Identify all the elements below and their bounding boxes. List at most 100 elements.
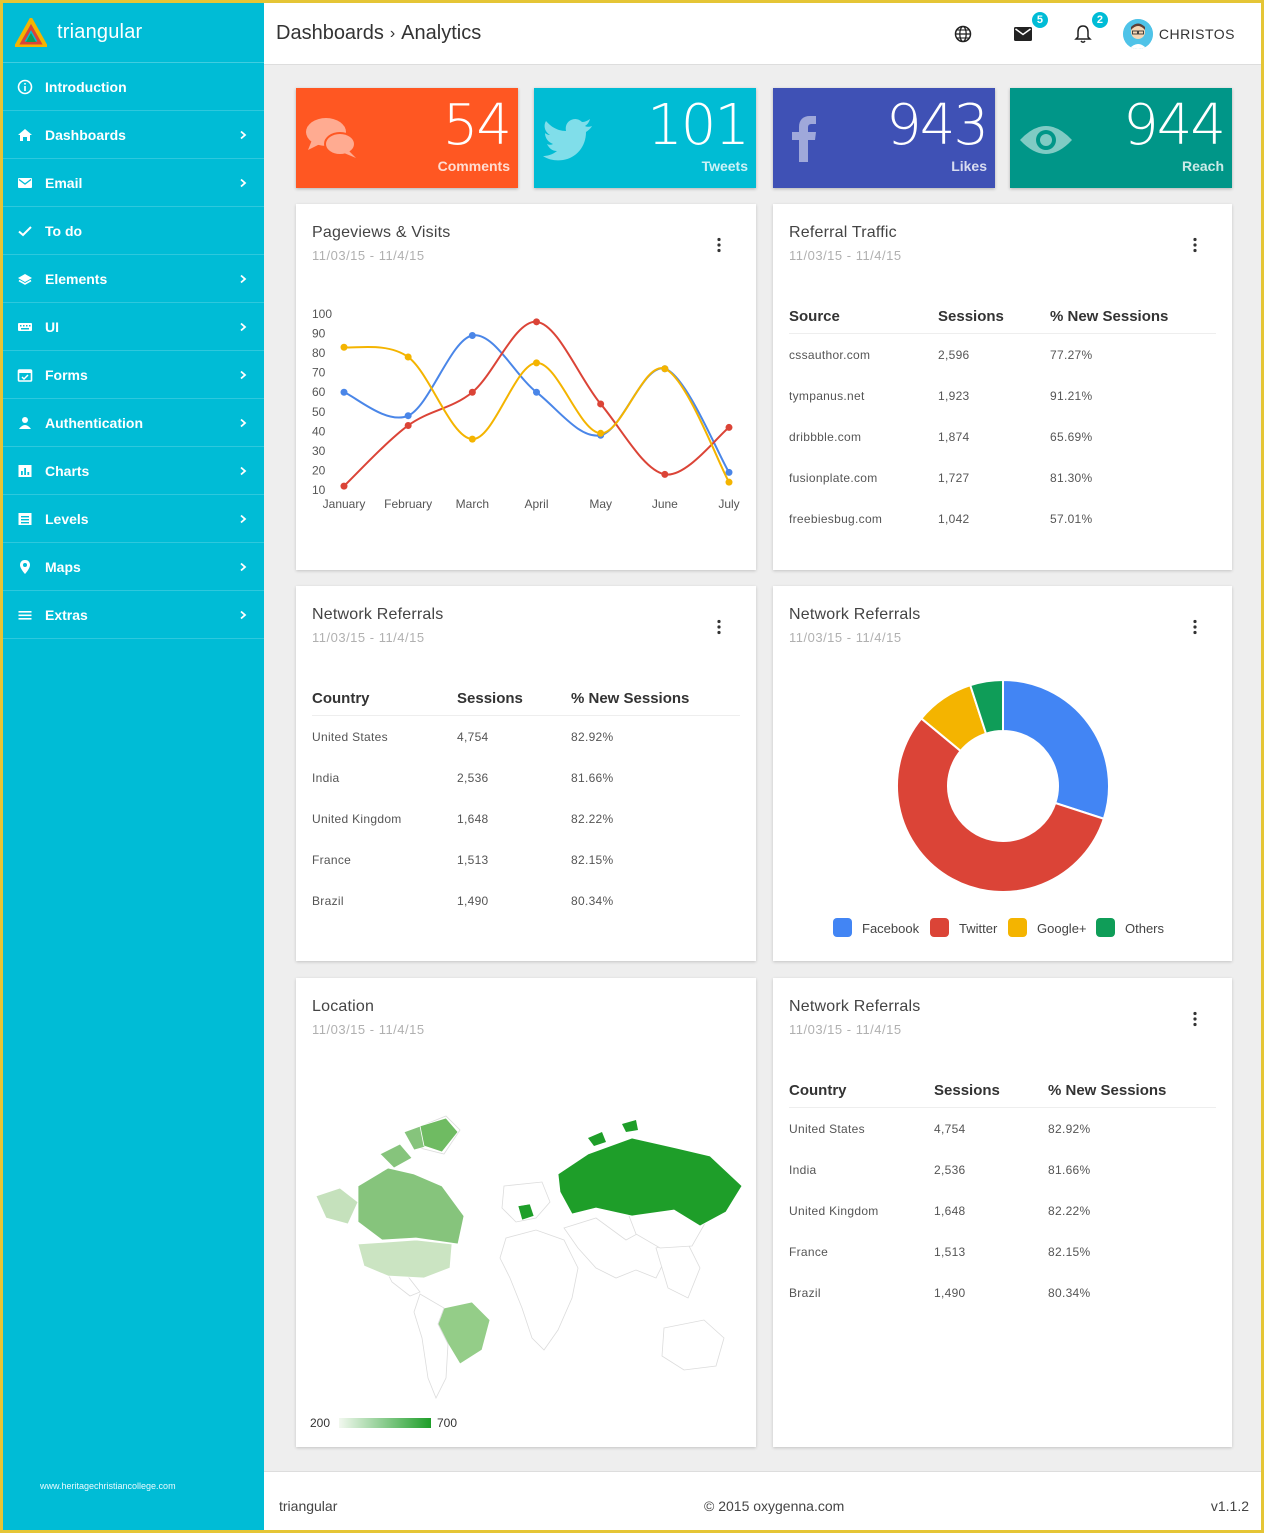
- table-cell: 82.22%: [571, 811, 614, 826]
- sidebar-item-label: Dashboards: [45, 126, 126, 143]
- data-point[interactable]: [340, 482, 348, 490]
- column-header[interactable]: Sessions: [938, 308, 1004, 325]
- sidebar-item-label: Authentication: [45, 414, 143, 431]
- more-vert-icon[interactable]: [716, 619, 722, 635]
- data-point[interactable]: [404, 353, 412, 361]
- sidebar-item-levels[interactable]: Levels: [3, 495, 264, 543]
- column-header[interactable]: Source: [789, 308, 840, 325]
- sidebar-item-elements[interactable]: Elements: [3, 255, 264, 303]
- stat-tile-comments[interactable]: 54 Comments: [296, 88, 518, 188]
- envelope-icon: [1013, 27, 1032, 41]
- stat-label: Reach: [1181, 158, 1224, 174]
- table-cell: 2,536: [934, 1162, 966, 1177]
- series-line-1: [343, 320, 730, 487]
- data-point[interactable]: [340, 343, 348, 351]
- column-header[interactable]: Sessions: [457, 690, 523, 707]
- legend-swatch: [833, 918, 852, 937]
- data-point[interactable]: [661, 470, 669, 478]
- data-point[interactable]: [468, 388, 476, 396]
- pie-slice-others[interactable]: [968, 678, 1004, 735]
- data-point[interactable]: [725, 478, 733, 486]
- sidebar-item-authentication[interactable]: Authentication: [3, 399, 264, 447]
- more-vert-icon[interactable]: [1192, 619, 1198, 635]
- data-point[interactable]: [597, 400, 605, 408]
- sidebar-item-dashboards[interactable]: Dashboards: [3, 111, 264, 159]
- data-point[interactable]: [661, 365, 669, 373]
- legend-label[interactable]: Others: [1125, 921, 1165, 936]
- language-button[interactable]: [951, 22, 975, 46]
- sidebar-item-extras[interactable]: Extras: [3, 591, 264, 639]
- card-date-range: 11/03/15 - 11/4/15: [312, 248, 425, 263]
- check-icon: [18, 225, 32, 236]
- series-line-0: [343, 334, 730, 473]
- notifications-button[interactable]: 2: [1071, 10, 1110, 46]
- column-header[interactable]: Sessions: [934, 1082, 1000, 1099]
- table-cell: cssauthor.com: [789, 347, 871, 362]
- sidebar-item-maps[interactable]: Maps: [3, 543, 264, 591]
- legend-label[interactable]: Twitter: [959, 921, 998, 936]
- pie-slice-twitter[interactable]: [896, 717, 1106, 893]
- sidebar-item-label: Charts: [45, 462, 90, 479]
- sidebar-item-label: To do: [45, 222, 83, 239]
- sidebar-item-email[interactable]: Email: [3, 159, 264, 207]
- column-header[interactable]: % New Sessions: [1050, 308, 1169, 325]
- data-point[interactable]: [404, 412, 412, 420]
- data-point[interactable]: [404, 421, 412, 429]
- stat-label: Comments: [437, 158, 510, 174]
- sidebar-item-ui[interactable]: UI: [3, 303, 264, 351]
- stat-tile-reach[interactable]: 944 Reach: [1010, 88, 1232, 188]
- legend-label[interactable]: Google+: [1037, 921, 1087, 936]
- card-title: Network Referrals: [789, 998, 921, 1015]
- data-point[interactable]: [725, 423, 733, 431]
- user-menu[interactable]: CHRISTOS: [1122, 19, 1235, 49]
- table-cell: 82.15%: [1048, 1244, 1091, 1259]
- breadcrumb-item-dashboards[interactable]: Dashboards: [276, 22, 384, 44]
- data-point[interactable]: [597, 429, 605, 437]
- sidebar-item-introduction[interactable]: Introduction: [3, 63, 264, 111]
- column-header[interactable]: Country: [312, 690, 370, 707]
- table-cell: Brazil: [312, 893, 344, 908]
- column-header[interactable]: Country: [789, 1082, 847, 1099]
- data-point[interactable]: [468, 332, 476, 340]
- table-row: Brazil 1,490 80.34%: [312, 880, 740, 921]
- table-row: United States 4,754 82.92%: [789, 1108, 1216, 1149]
- sidebar-item-label: Forms: [45, 366, 88, 383]
- stat-tile-likes[interactable]: 943 Likes: [773, 88, 995, 188]
- footer-brand: triangular: [279, 1498, 338, 1514]
- data-point[interactable]: [533, 318, 540, 326]
- column-header[interactable]: % New Sessions: [571, 690, 690, 707]
- card-title: Network Referrals: [312, 606, 444, 623]
- sidebar-item-to-do[interactable]: To do: [3, 207, 264, 255]
- column-header[interactable]: % New Sessions: [1048, 1082, 1167, 1099]
- footer-copyright[interactable]: © 2015 oxygenna.com: [704, 1498, 845, 1514]
- world-map[interactable]: 200 700: [296, 978, 756, 1447]
- chevron-right-icon: [240, 322, 247, 331]
- more-vert-icon[interactable]: [716, 237, 722, 253]
- pie-slice-facebook[interactable]: [1002, 678, 1110, 821]
- y-tick-label: 10: [312, 483, 326, 497]
- sidebar-item-charts[interactable]: Charts: [3, 447, 264, 495]
- mail-button[interactable]: 5: [1011, 10, 1050, 46]
- chevron-right-icon: [240, 610, 247, 619]
- data-point[interactable]: [725, 468, 733, 476]
- y-tick-label: 100: [312, 307, 332, 321]
- data-point[interactable]: [340, 388, 348, 396]
- data-point[interactable]: [533, 388, 540, 396]
- more-vert-icon[interactable]: [1192, 237, 1198, 253]
- location-card: Location 11/03/15 - 11/4/15: [296, 978, 756, 1447]
- legend-label[interactable]: Facebook: [862, 921, 920, 936]
- y-tick-label: 20: [312, 463, 326, 477]
- table-row: France 1,513 82.15%: [312, 839, 740, 880]
- x-tick-label: February: [384, 497, 432, 511]
- more-vert-icon[interactable]: [1192, 1011, 1198, 1027]
- x-tick-label: July: [718, 497, 739, 511]
- data-point[interactable]: [533, 359, 540, 367]
- y-tick-label: 50: [312, 405, 326, 419]
- brand[interactable]: triangular: [3, 3, 264, 63]
- table-cell: 82.22%: [1048, 1203, 1091, 1218]
- sidebar-item-forms[interactable]: Forms: [3, 351, 264, 399]
- table-cell: fusionplate.com: [789, 470, 878, 485]
- stat-tile-tweets[interactable]: 101 Tweets: [534, 88, 756, 188]
- table-cell: freebiesbug.com: [789, 511, 883, 526]
- data-point[interactable]: [468, 435, 476, 443]
